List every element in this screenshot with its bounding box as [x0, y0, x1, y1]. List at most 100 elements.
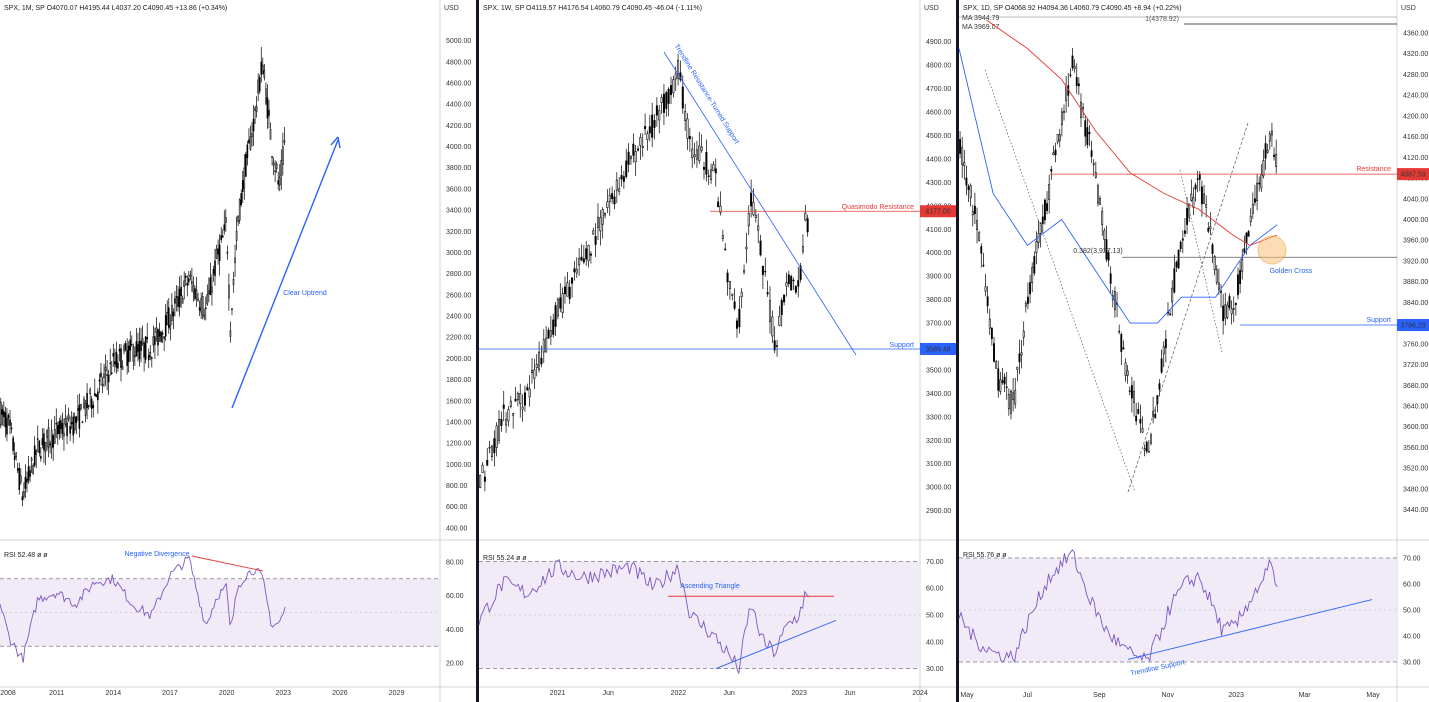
candle-body: [262, 64, 264, 75]
candle-body: [251, 133, 253, 137]
candle-body: [516, 393, 519, 401]
candle-body: [1241, 259, 1244, 272]
candle-body: [1071, 55, 1074, 69]
candle-body: [613, 196, 616, 205]
candle-body: [580, 256, 583, 261]
candle-body: [1010, 391, 1012, 414]
candle-body: [1198, 173, 1201, 180]
candle-body: [225, 217, 227, 223]
candle-body: [89, 389, 91, 395]
candle-body: [700, 146, 703, 151]
candle-body: [719, 205, 722, 213]
candle-body: [121, 365, 124, 370]
candle-body: [502, 404, 505, 409]
candle-body: [1266, 149, 1269, 153]
uptrend-arrow-head: [330, 136, 341, 149]
candle-body: [608, 194, 611, 202]
candle-body: [710, 169, 713, 180]
candle-body: [641, 146, 644, 149]
candle-body: [1007, 394, 1010, 410]
time-tick-label: 2023: [275, 690, 291, 697]
panel-separator: [476, 0, 479, 702]
annotation-text: 1(4378.92): [1145, 16, 1179, 23]
candle-body: [1060, 111, 1063, 125]
candle-body: [1203, 193, 1205, 204]
annotation-text: Support: [889, 342, 914, 349]
candle-body: [568, 286, 571, 300]
candle-body: [1205, 204, 1208, 208]
candle-body: [1217, 282, 1220, 290]
candle-body: [186, 282, 189, 286]
candle-body: [154, 336, 156, 345]
candle-body: [4, 412, 7, 428]
candle-body: [7, 414, 10, 419]
candle-body: [1275, 153, 1278, 167]
candle-body: [1050, 168, 1053, 172]
price-tick-label: 4600.00: [926, 110, 951, 117]
candle-body: [171, 304, 173, 321]
candle-body: [204, 307, 207, 310]
price-tick-label: 4000.00: [446, 144, 471, 151]
price-tick-label: 3100.00: [926, 461, 951, 468]
candle-body: [24, 476, 27, 489]
candle-body: [93, 393, 96, 396]
price-tick-label: 4000.00: [926, 250, 951, 257]
candle-body: [512, 413, 515, 416]
candle-body: [40, 456, 42, 459]
candle-body: [245, 154, 247, 177]
candle-body: [29, 470, 31, 477]
candle-body: [104, 366, 107, 372]
candle-body: [714, 168, 717, 174]
candle-body: [41, 438, 44, 446]
time-tick-label: Nov: [1162, 692, 1175, 699]
candle-body: [1234, 302, 1237, 306]
candle-body: [618, 188, 621, 192]
candle-body: [1014, 390, 1017, 405]
candle-body: [1033, 256, 1036, 274]
price-tick-label: 3900.00: [926, 274, 951, 281]
candle-body: [1160, 358, 1163, 373]
candle-body: [1264, 143, 1267, 159]
candle-body: [32, 465, 34, 474]
candle-body: [13, 455, 16, 460]
candle-body: [1048, 184, 1051, 200]
candle-body: [1175, 261, 1178, 268]
candle-body: [799, 265, 802, 280]
candle-body: [27, 466, 30, 481]
price-tick-label: 2000.00: [446, 356, 471, 363]
candle-body: [30, 458, 33, 461]
candle-body: [627, 151, 630, 165]
candle-body: [1171, 287, 1174, 303]
candle-body: [959, 139, 961, 154]
candle-body: [124, 343, 127, 351]
candle-body: [1016, 366, 1019, 370]
candle-body: [268, 109, 270, 116]
rsi-label: RSI 55.76 ø ø: [963, 552, 1007, 559]
candle-body: [1043, 199, 1046, 221]
price-tick-label: 3000.00: [926, 485, 951, 492]
candle-body: [211, 286, 213, 293]
candle-body: [1249, 215, 1252, 223]
candle-body: [1230, 308, 1233, 315]
price-tick-label: 1400.00: [446, 419, 471, 426]
time-tick-label: 2014: [106, 690, 122, 697]
candle-body: [209, 277, 212, 295]
candle-body: [509, 400, 512, 408]
candle-body: [965, 177, 968, 186]
candle-body: [571, 277, 574, 284]
candle-body: [1092, 163, 1095, 166]
price-tick-label: 400.00: [446, 525, 468, 532]
candle-body: [80, 404, 82, 410]
candle-body: [1056, 134, 1059, 143]
annotation-text: Ascending Triangle: [680, 583, 740, 590]
annotation-text: Support: [1366, 317, 1391, 324]
price-badge: [920, 205, 956, 218]
price-tick-label: 3680.00: [1403, 383, 1428, 390]
candle-body: [183, 280, 185, 287]
candle-body: [151, 357, 153, 359]
ma-fast-line: [958, 48, 1278, 324]
candle-body: [963, 162, 966, 167]
candle-body: [1133, 391, 1135, 403]
candle-body: [759, 240, 762, 256]
candle-body: [778, 315, 781, 326]
